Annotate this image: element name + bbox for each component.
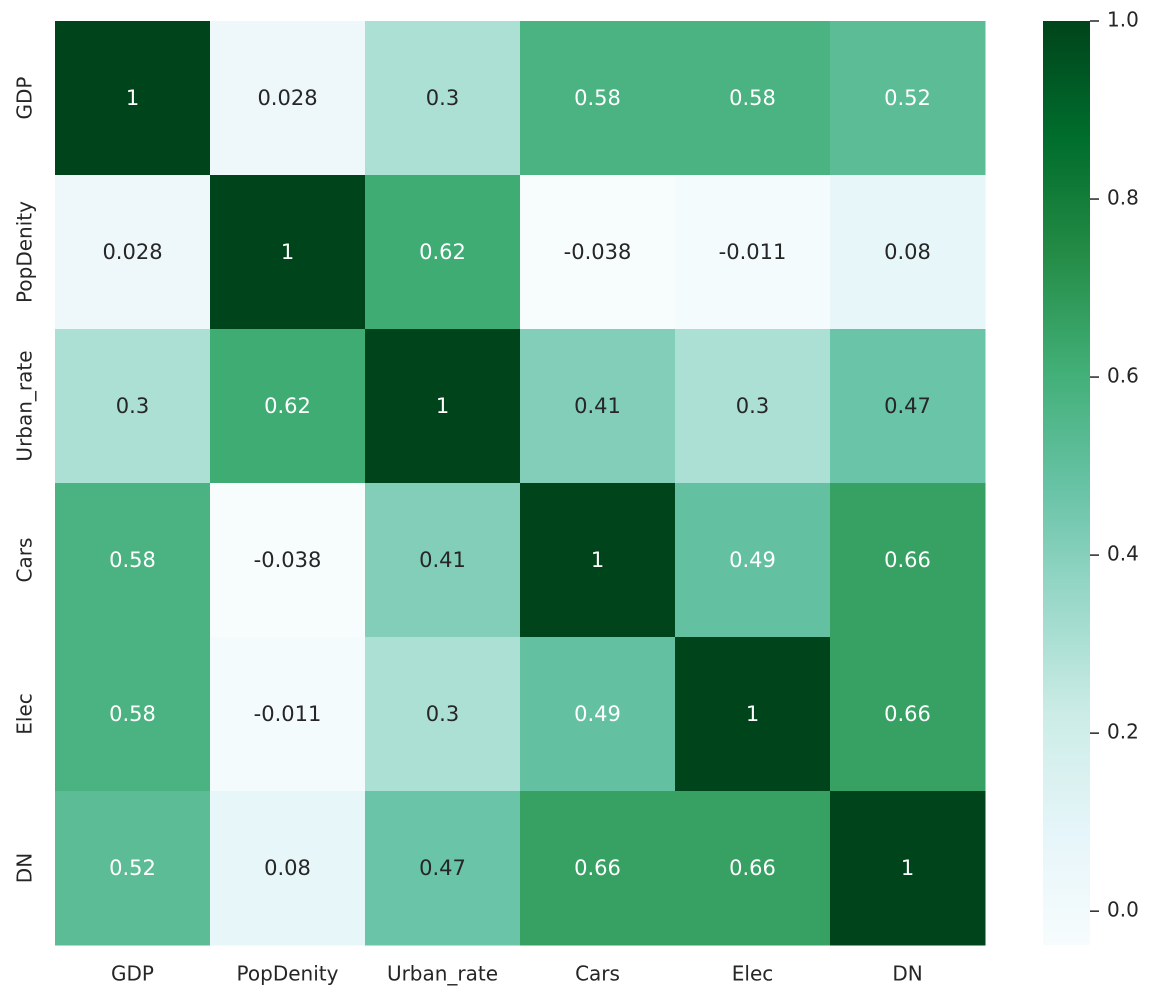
cell-value-label: 0.3 (736, 394, 769, 418)
cell-value-label: -0.011 (254, 702, 322, 726)
heatmap-cell (210, 21, 366, 176)
heatmap-cell (520, 483, 676, 638)
colorbar-tick-label: 0.0 (1107, 898, 1139, 922)
cell-value-label: 0.49 (729, 548, 776, 572)
heatmap-cell (210, 483, 366, 638)
heatmap-cell (365, 637, 521, 792)
cell-value-label: 1 (281, 240, 294, 264)
colorbar-tick-label: 0.2 (1107, 720, 1139, 744)
x-tick-label: DN (892, 962, 922, 986)
cell-value-label: 1 (436, 394, 449, 418)
cell-value-label: 0.58 (109, 548, 156, 572)
heatmap-cell (55, 329, 211, 484)
heatmap-cell (210, 175, 366, 330)
colorbar: 0.0 0.2 0.4 0.6 0.8 1.0 (1043, 8, 1139, 945)
cell-value-label: 0.52 (884, 86, 931, 110)
cell-value-label: -0.038 (564, 240, 632, 264)
heatmap-cell (365, 483, 521, 638)
heatmap-cell (210, 329, 366, 484)
heatmap-cell (675, 21, 831, 176)
cell-value-label: 1 (126, 86, 139, 110)
heatmap-cell (55, 637, 211, 792)
y-tick-label: GDP (13, 77, 37, 120)
heatmap-cell (830, 175, 986, 330)
heatmap-cell (210, 791, 366, 946)
heatmap-cell (520, 175, 676, 330)
cell-value-label: 0.08 (884, 240, 931, 264)
colorbar-tick-label: 0.8 (1107, 186, 1139, 210)
cell-value-label: 1 (901, 856, 914, 880)
x-tick-label: Cars (575, 962, 620, 986)
heatmap-cell (520, 21, 676, 176)
heatmap-cell (675, 329, 831, 484)
cell-value-label: 0.3 (426, 702, 459, 726)
heatmap-cell (830, 791, 986, 946)
heatmap-cell (675, 483, 831, 638)
cell-value-label: 0.58 (109, 702, 156, 726)
cell-value-label: 0.66 (884, 548, 931, 572)
colorbar-tick-label: 1.0 (1107, 8, 1139, 32)
cell-value-label: 0.58 (729, 86, 776, 110)
heatmap-cell (365, 21, 521, 176)
heatmap-cells (55, 21, 986, 946)
heatmap-cell (55, 483, 211, 638)
heatmap-cell-labels: 1 0.028 0.3 0.58 0.58 0.52 0.028 1 0.62 -0.038 -0.… (102, 86, 930, 880)
cell-value-label: 0.58 (574, 86, 621, 110)
cell-value-label: 0.028 (257, 86, 317, 110)
cell-value-label: 0.66 (884, 702, 931, 726)
heatmap-cell (675, 637, 831, 792)
heatmap-cell (675, 791, 831, 946)
cell-value-label: 1 (591, 548, 604, 572)
cell-value-label: -0.011 (719, 240, 787, 264)
y-tick-label: PopDenity (13, 201, 37, 303)
cell-value-label: 0.66 (729, 856, 776, 880)
y-tick-label: Elec (13, 693, 37, 735)
y-axis-tick-labels: GDP PopDenity Urban_rate Cars Elec DN (13, 77, 37, 884)
x-tick-label: Urban_rate (387, 962, 498, 986)
heatmap-cell (520, 329, 676, 484)
heatmap-cell (365, 329, 521, 484)
heatmap-cell (520, 791, 676, 946)
colorbar-tick-label: 0.6 (1107, 364, 1139, 388)
cell-value-label: 0.3 (426, 86, 459, 110)
cell-value-label: 0.47 (419, 856, 466, 880)
heatmap-cell (55, 21, 211, 176)
cell-value-label: 0.3 (116, 394, 149, 418)
cell-value-label: 0.08 (264, 856, 311, 880)
cell-value-label: 0.41 (574, 394, 621, 418)
x-tick-label: GDP (111, 962, 154, 986)
heatmap-cell (365, 175, 521, 330)
y-tick-label: Cars (13, 538, 37, 583)
colorbar-tick-label: 0.4 (1107, 542, 1139, 566)
heatmap-cell (210, 637, 366, 792)
heatmap-cell (830, 329, 986, 484)
heatmap-cell (675, 175, 831, 330)
colorbar-gradient (1043, 21, 1090, 945)
cell-value-label: 0.52 (109, 856, 156, 880)
y-tick-label: DN (13, 853, 37, 883)
heatmap-cell (520, 637, 676, 792)
cell-value-label: 0.028 (102, 240, 162, 264)
heatmap-cell (830, 637, 986, 792)
y-tick-label: Urban_rate (13, 350, 37, 461)
cell-value-label: 0.66 (574, 856, 621, 880)
cell-value-label: 0.62 (419, 240, 466, 264)
heatmap-cell (830, 21, 986, 176)
x-tick-label: Elec (732, 962, 774, 986)
cell-value-label: 0.47 (884, 394, 931, 418)
heatmap-cell (830, 483, 986, 638)
heatmap-cell (55, 175, 211, 330)
cell-value-label: -0.038 (254, 548, 322, 572)
heatmap-cell (55, 791, 211, 946)
heatmap-cell (365, 791, 521, 946)
x-tick-label: PopDenity (237, 962, 339, 986)
x-axis-tick-labels: GDP PopDenity Urban_rate Cars Elec DN (111, 962, 923, 986)
cell-value-label: 0.41 (419, 548, 466, 572)
cell-value-label: 1 (746, 702, 759, 726)
cell-value-label: 0.49 (574, 702, 621, 726)
cell-value-label: 0.62 (264, 394, 311, 418)
